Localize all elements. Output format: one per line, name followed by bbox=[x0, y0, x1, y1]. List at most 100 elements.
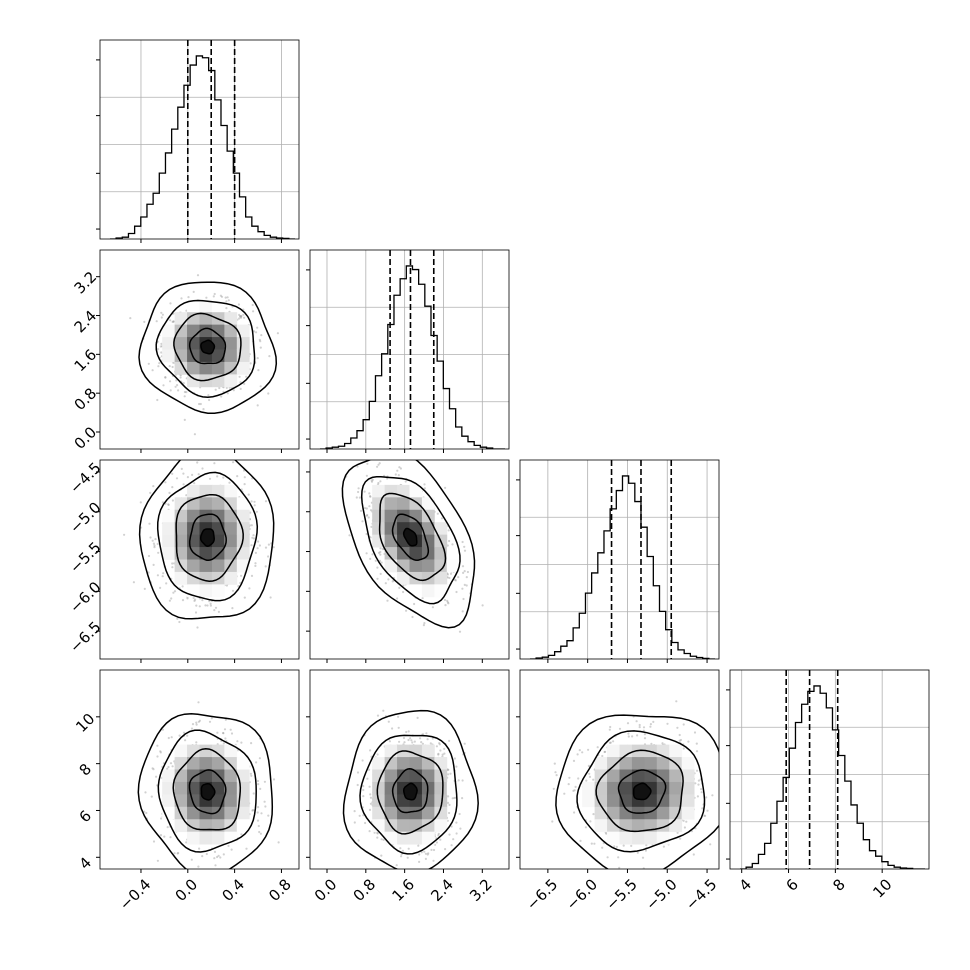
sample-point bbox=[422, 624, 425, 627]
contour-line-4 bbox=[391, 513, 430, 561]
sample-point bbox=[420, 851, 423, 854]
contour-line-2 bbox=[359, 734, 458, 855]
density-cell bbox=[397, 819, 410, 833]
sample-point bbox=[252, 792, 255, 795]
sample-point bbox=[572, 789, 575, 793]
sample-point bbox=[178, 620, 181, 624]
density-cell bbox=[187, 312, 200, 326]
contour-line-3 bbox=[175, 493, 244, 582]
sample-point bbox=[147, 554, 151, 558]
density-cell bbox=[162, 534, 176, 548]
sample-point bbox=[441, 753, 444, 756]
contour-line-5 bbox=[200, 339, 216, 355]
sample-point bbox=[256, 404, 259, 407]
sample-point bbox=[159, 345, 162, 348]
sample-point bbox=[252, 534, 255, 537]
density-cell bbox=[409, 757, 423, 770]
sample-point bbox=[357, 839, 360, 842]
sample-point bbox=[195, 741, 198, 744]
sample-point bbox=[185, 841, 188, 844]
sample-point bbox=[431, 737, 434, 740]
sample-point bbox=[222, 732, 225, 735]
density-cell bbox=[434, 794, 448, 808]
sample-point bbox=[449, 772, 452, 775]
sample-point bbox=[169, 389, 172, 392]
sample-point bbox=[437, 834, 440, 837]
density-cell bbox=[384, 559, 398, 573]
sample-point bbox=[362, 785, 365, 788]
sample-point bbox=[250, 544, 253, 547]
density-cell bbox=[187, 744, 200, 758]
sample-point bbox=[466, 570, 469, 574]
sample-point bbox=[369, 793, 372, 796]
sample-point bbox=[213, 850, 217, 854]
sample-point bbox=[224, 737, 227, 740]
sample-point bbox=[396, 469, 399, 472]
density-cell bbox=[384, 497, 398, 511]
sample-point bbox=[152, 768, 155, 771]
sample-point bbox=[450, 844, 453, 847]
sample-point bbox=[239, 315, 242, 318]
sample-point bbox=[258, 757, 261, 760]
sample-point bbox=[429, 742, 432, 745]
sample-point bbox=[457, 576, 460, 579]
sample-point bbox=[447, 773, 450, 776]
density-cell bbox=[224, 497, 238, 511]
density-cell bbox=[199, 299, 213, 313]
density-cell bbox=[199, 732, 213, 746]
sample-point bbox=[186, 476, 189, 479]
sample-point bbox=[243, 596, 246, 599]
sample-point bbox=[400, 855, 403, 858]
density-cell bbox=[224, 534, 238, 548]
sample-point bbox=[369, 509, 373, 512]
sample-point bbox=[194, 611, 198, 614]
sample-point bbox=[366, 462, 369, 465]
sample-point bbox=[437, 832, 440, 835]
density-cell bbox=[236, 497, 250, 511]
sample-point bbox=[250, 774, 253, 777]
contour-line-1 bbox=[341, 460, 476, 629]
density-cell bbox=[409, 547, 423, 560]
sample-point bbox=[461, 610, 464, 613]
density-cell bbox=[162, 522, 176, 536]
sample-point bbox=[132, 581, 135, 584]
sample-point bbox=[411, 615, 414, 619]
density-cell bbox=[224, 806, 238, 820]
sample-point bbox=[173, 590, 177, 593]
sample-point bbox=[223, 728, 227, 731]
sample-point bbox=[447, 602, 450, 605]
sample-point bbox=[443, 598, 447, 602]
sample-point bbox=[196, 461, 199, 464]
sample-point bbox=[169, 836, 172, 839]
sample-point bbox=[260, 334, 263, 337]
contour-line-2 bbox=[156, 471, 259, 602]
sample-point bbox=[453, 757, 456, 760]
sample-point bbox=[378, 559, 382, 563]
sample-point bbox=[422, 733, 425, 736]
density-cell bbox=[409, 806, 423, 820]
density-cells bbox=[372, 744, 460, 845]
sample-point bbox=[423, 487, 426, 490]
density-cell bbox=[187, 831, 200, 845]
density-cell bbox=[236, 361, 250, 375]
sample-point bbox=[214, 606, 218, 609]
sample-point bbox=[212, 295, 215, 298]
sample-point bbox=[272, 546, 275, 549]
density-cell bbox=[236, 781, 250, 795]
sample-point bbox=[243, 483, 246, 486]
contours bbox=[138, 281, 278, 415]
sample-point bbox=[453, 796, 456, 800]
density-cell bbox=[397, 757, 410, 770]
density-cell bbox=[421, 497, 435, 511]
sample-point bbox=[357, 487, 360, 490]
panel-frame bbox=[99, 459, 300, 660]
sample-point bbox=[402, 584, 405, 587]
density-cell bbox=[211, 509, 225, 523]
sample-point bbox=[161, 501, 164, 504]
sample-point bbox=[231, 589, 235, 592]
sample-point bbox=[361, 759, 364, 762]
sample-point bbox=[183, 390, 186, 394]
sample-point bbox=[264, 805, 267, 808]
sample-point bbox=[171, 499, 174, 502]
sample-point bbox=[180, 297, 183, 300]
